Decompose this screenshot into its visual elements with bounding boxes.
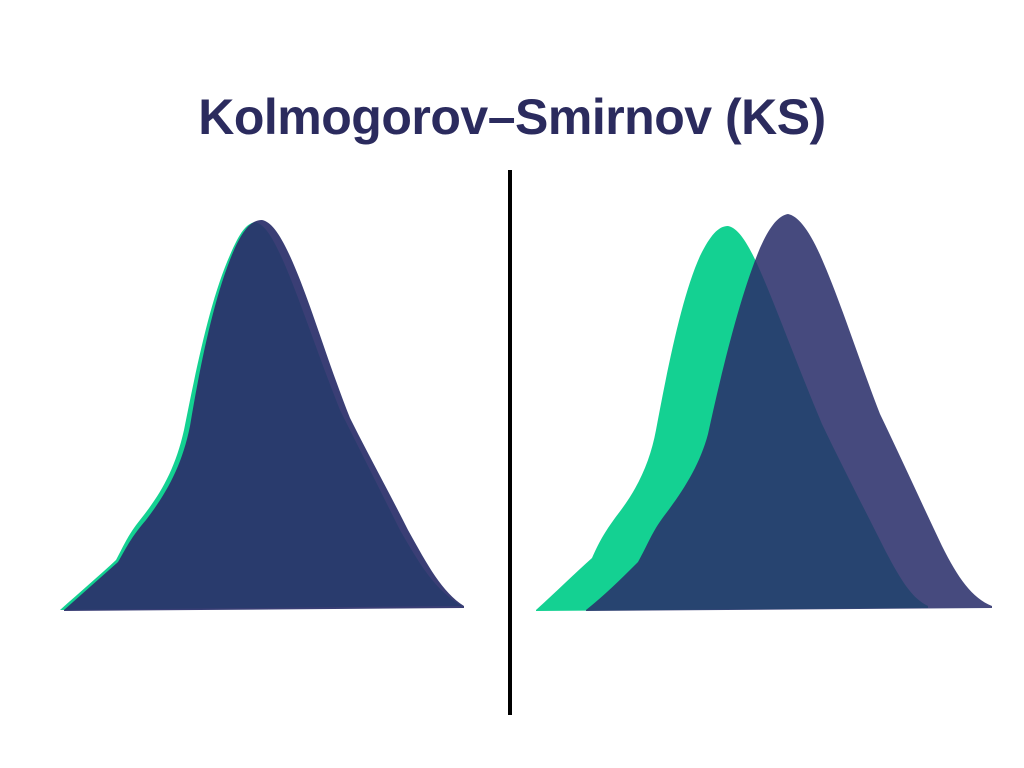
diagram-title: Kolmogorov–Smirnov (KS) (198, 89, 826, 145)
right-compared-curve (586, 214, 992, 611)
panel-divider (508, 170, 512, 715)
left-compared-curve (64, 220, 464, 611)
right-panel (536, 214, 992, 611)
left-panel (60, 220, 464, 611)
